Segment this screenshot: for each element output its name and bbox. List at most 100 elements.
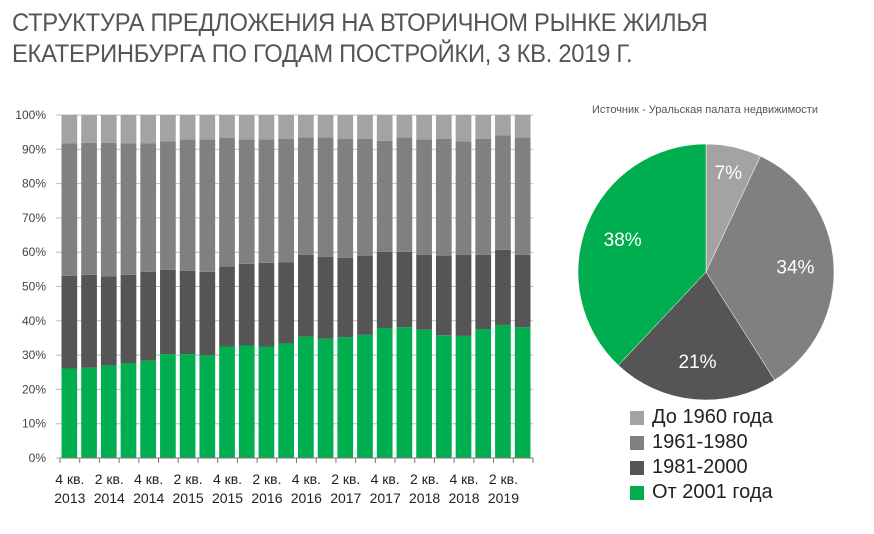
title-line-2: ЕКАТЕРИНБУРГА ПО ГОДАМ ПОСТРОЙКИ, 3 КВ. … bbox=[12, 40, 633, 68]
bar-segment bbox=[61, 115, 78, 144]
bar-segment bbox=[100, 276, 117, 366]
bar-segment bbox=[140, 143, 157, 272]
bar-segment bbox=[100, 115, 117, 143]
y-tick-label: 10% bbox=[22, 417, 46, 431]
bar-segment bbox=[376, 251, 393, 329]
legend-swatch bbox=[630, 485, 644, 500]
bar-segment bbox=[475, 115, 492, 139]
bar-segment bbox=[258, 346, 275, 458]
bar-segment bbox=[495, 135, 511, 250]
bar-segment bbox=[160, 141, 176, 270]
bar-segment bbox=[120, 143, 137, 275]
bar-segment bbox=[278, 138, 294, 263]
bar-segment bbox=[337, 115, 354, 139]
y-tick-label: 80% bbox=[22, 177, 46, 191]
legend-item: 1981-2000 bbox=[630, 455, 773, 480]
bar-segment bbox=[357, 255, 373, 335]
legend-item: До 1960 года bbox=[630, 405, 773, 430]
pie-slice bbox=[705, 155, 835, 381]
bar-segment bbox=[238, 345, 255, 458]
bar-segment bbox=[396, 115, 413, 138]
bar-segment bbox=[199, 115, 216, 140]
legend-item: 1961-1980 bbox=[630, 430, 773, 455]
bar-segment bbox=[514, 254, 531, 328]
bar-segment bbox=[396, 327, 413, 458]
bar-segment bbox=[357, 334, 373, 458]
bar-segment bbox=[514, 137, 531, 255]
bar-segment bbox=[435, 255, 452, 336]
x-tick-label: 4 кв. bbox=[371, 471, 400, 487]
x-tick-label-year: 2016 bbox=[251, 490, 282, 506]
bar-segment bbox=[81, 142, 97, 275]
y-tick-label: 60% bbox=[22, 245, 46, 259]
y-tick-label: 90% bbox=[22, 142, 46, 156]
bar-segment bbox=[357, 138, 373, 256]
bar-segment bbox=[475, 329, 492, 458]
x-tick-label-year: 2018 bbox=[448, 490, 479, 506]
y-tick-label: 100% bbox=[15, 108, 46, 122]
x-tick-label: 4 кв. bbox=[55, 471, 84, 487]
x-tick-label-year: 2014 bbox=[94, 490, 125, 506]
legend-swatch bbox=[630, 460, 644, 475]
bar-segment bbox=[120, 362, 137, 458]
bar-segment bbox=[160, 115, 176, 142]
x-tick-label-year: 2018 bbox=[409, 490, 440, 506]
bar-segment bbox=[514, 327, 531, 458]
source-note: Источник - Уральская палата недвижимости bbox=[592, 104, 818, 116]
bar-segment bbox=[219, 115, 235, 138]
bar-segment bbox=[337, 257, 354, 338]
legend-label: 1981-2000 bbox=[652, 456, 748, 478]
x-tick-label-year: 2017 bbox=[330, 490, 361, 506]
bar-segment bbox=[140, 360, 157, 458]
bar-segment bbox=[219, 266, 235, 347]
bar-segment bbox=[61, 275, 78, 369]
x-tick-label: 4 кв. bbox=[134, 471, 163, 487]
pie-slice-label: 34% bbox=[776, 257, 814, 278]
bar-segment bbox=[160, 269, 176, 355]
bar-segment bbox=[435, 138, 452, 256]
bar-segment bbox=[435, 335, 452, 458]
bar-segment bbox=[278, 262, 294, 344]
bar-segment bbox=[337, 337, 354, 458]
bar-segment bbox=[179, 354, 196, 458]
bar-segment bbox=[455, 141, 472, 255]
bar-segment bbox=[416, 254, 432, 330]
bar-segment bbox=[100, 142, 117, 277]
y-tick-label: 0% bbox=[29, 451, 47, 465]
bar-segment bbox=[238, 139, 255, 264]
pie-slice bbox=[618, 271, 775, 401]
bar-segment bbox=[298, 336, 314, 458]
bar-segment bbox=[199, 355, 216, 458]
x-tick-label-year: 2015 bbox=[212, 490, 243, 506]
x-tick-label: 2 кв. bbox=[252, 471, 281, 487]
x-tick-label-year: 2013 bbox=[54, 490, 85, 506]
y-tick-label: 30% bbox=[22, 348, 46, 362]
bar-segment bbox=[416, 139, 432, 255]
bar-segment bbox=[416, 329, 432, 458]
x-tick-label-year: 2017 bbox=[370, 490, 401, 506]
bar-segment bbox=[258, 262, 275, 347]
bar-segment bbox=[298, 137, 314, 255]
x-tick-label-year: 2014 bbox=[133, 490, 164, 506]
bar-segment bbox=[258, 115, 275, 140]
bar-segment bbox=[81, 115, 97, 143]
bar-segment bbox=[179, 115, 196, 140]
bar-segment bbox=[455, 335, 472, 458]
bar-segment bbox=[376, 328, 393, 458]
bar-segment bbox=[337, 138, 354, 258]
bar-segment bbox=[179, 270, 196, 355]
y-tick-label: 40% bbox=[22, 314, 46, 328]
y-tick-label: 50% bbox=[22, 280, 46, 294]
pie-slice bbox=[577, 143, 707, 366]
bar-segment bbox=[140, 115, 157, 144]
bar-segment bbox=[317, 256, 334, 339]
bar-segment bbox=[238, 263, 255, 346]
bar-segment bbox=[298, 254, 314, 337]
x-tick-label: 2 кв. bbox=[174, 471, 203, 487]
bar-segment bbox=[258, 139, 275, 263]
title-line-1: СТРУКТУРА ПРЕДЛОЖЕНИЯ НА ВТОРИЧНОМ РЫНКЕ… bbox=[12, 9, 708, 37]
legend-swatch bbox=[630, 410, 644, 425]
legend-label: 1961-1980 bbox=[652, 431, 748, 453]
bar-segment bbox=[219, 346, 235, 458]
